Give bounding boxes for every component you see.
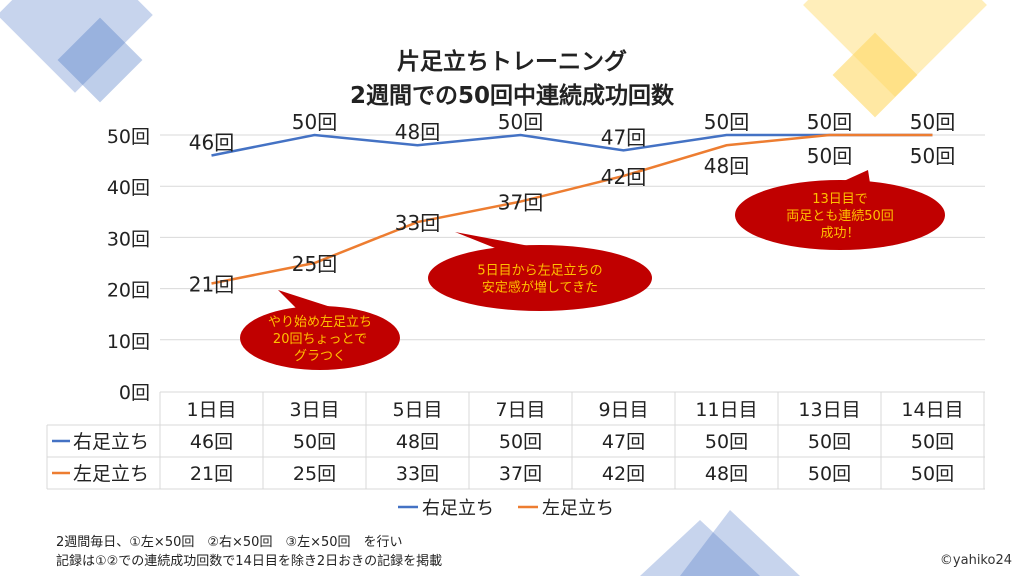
chart-title-line2: 2週間での50回中連続成功回数 [349,83,674,109]
table-cell: 48回 [705,463,748,485]
data-label: 21回 [189,272,234,296]
table-cell: 50回 [808,431,851,453]
annotation-text: 成功！ [820,226,859,241]
table-cell: 25回 [293,463,336,485]
data-label: 46回 [189,130,234,154]
data-label: 33回 [395,211,440,235]
data-label: 25回 [292,252,337,276]
annotation-text: 20回ちょっとで [273,332,367,347]
table-cell: 21回 [190,463,233,485]
table-cell: 33回 [396,463,439,485]
legend-label: 右足立ち [422,498,494,519]
data-label: 50回 [498,110,543,134]
table-cell: 42回 [602,463,645,485]
data-label: 50回 [910,144,955,168]
annotation-text: やり始め左足立ち [268,315,372,330]
footer-note-1: 2週間毎日、①左×50回 ②右×50回 ③左×50回 を行い [56,535,403,550]
series-line-0 [211,133,933,157]
annotation-text: グラつく [294,349,346,364]
table-series-name: 左足立ち [73,463,149,485]
data-label: 42回 [601,165,646,189]
x-category-label: 9日目 [598,399,648,421]
data-label: 48回 [395,120,440,144]
copyright: ©yahiko24 [939,553,1012,568]
table-cell: 48回 [396,431,439,453]
x-category-label: 14日目 [901,399,963,421]
annotation-text: 13日目で [812,192,868,207]
table-cell: 50回 [808,463,851,485]
data-label: 48回 [704,154,749,178]
table-cell: 50回 [293,431,336,453]
table-cell: 47回 [602,431,645,453]
data-label: 47回 [601,125,646,149]
data-label: 37回 [498,191,543,215]
x-category-label: 5日目 [392,399,442,421]
data-label: 50回 [704,110,749,134]
table-cell: 50回 [911,463,954,485]
data-label: 50回 [807,144,852,168]
table-cell: 50回 [911,431,954,453]
x-category-label: 13日目 [798,399,860,421]
y-tick-label: 0回 [119,382,150,404]
series-line-1 [211,133,933,285]
legend-label: 左足立ち [542,498,614,519]
annotation-text: 安定感が増してきた [482,280,598,296]
table-series-name: 右足立ち [73,431,149,453]
y-tick-label: 30回 [107,228,150,250]
data-label: 50回 [292,110,337,134]
data-label: 50回 [910,110,955,134]
table-cell: 46回 [190,431,233,453]
x-category-label: 11日目 [695,399,757,421]
chart-title-line1: 片足立ちトレーニング [397,49,627,75]
x-category-label: 3日目 [289,399,339,421]
y-tick-label: 50回 [107,126,150,148]
annotation-text: 5日目から左足立ちの [477,264,602,279]
y-tick-label: 10回 [107,331,150,353]
y-tick-label: 20回 [107,280,150,302]
table-cell: 37回 [499,463,542,485]
y-tick-label: 40回 [107,177,150,199]
data-label: 50回 [807,110,852,134]
table-cell: 50回 [705,431,748,453]
table-cell: 50回 [499,431,542,453]
x-category-label: 1日目 [186,399,236,421]
footer-note-2: 記録は①②での連続成功回数で14日目を除き2日おきの記録を掲載 [56,554,443,569]
x-category-label: 7日目 [495,399,545,421]
annotation-text: 両足とも連続50回 [786,209,894,224]
